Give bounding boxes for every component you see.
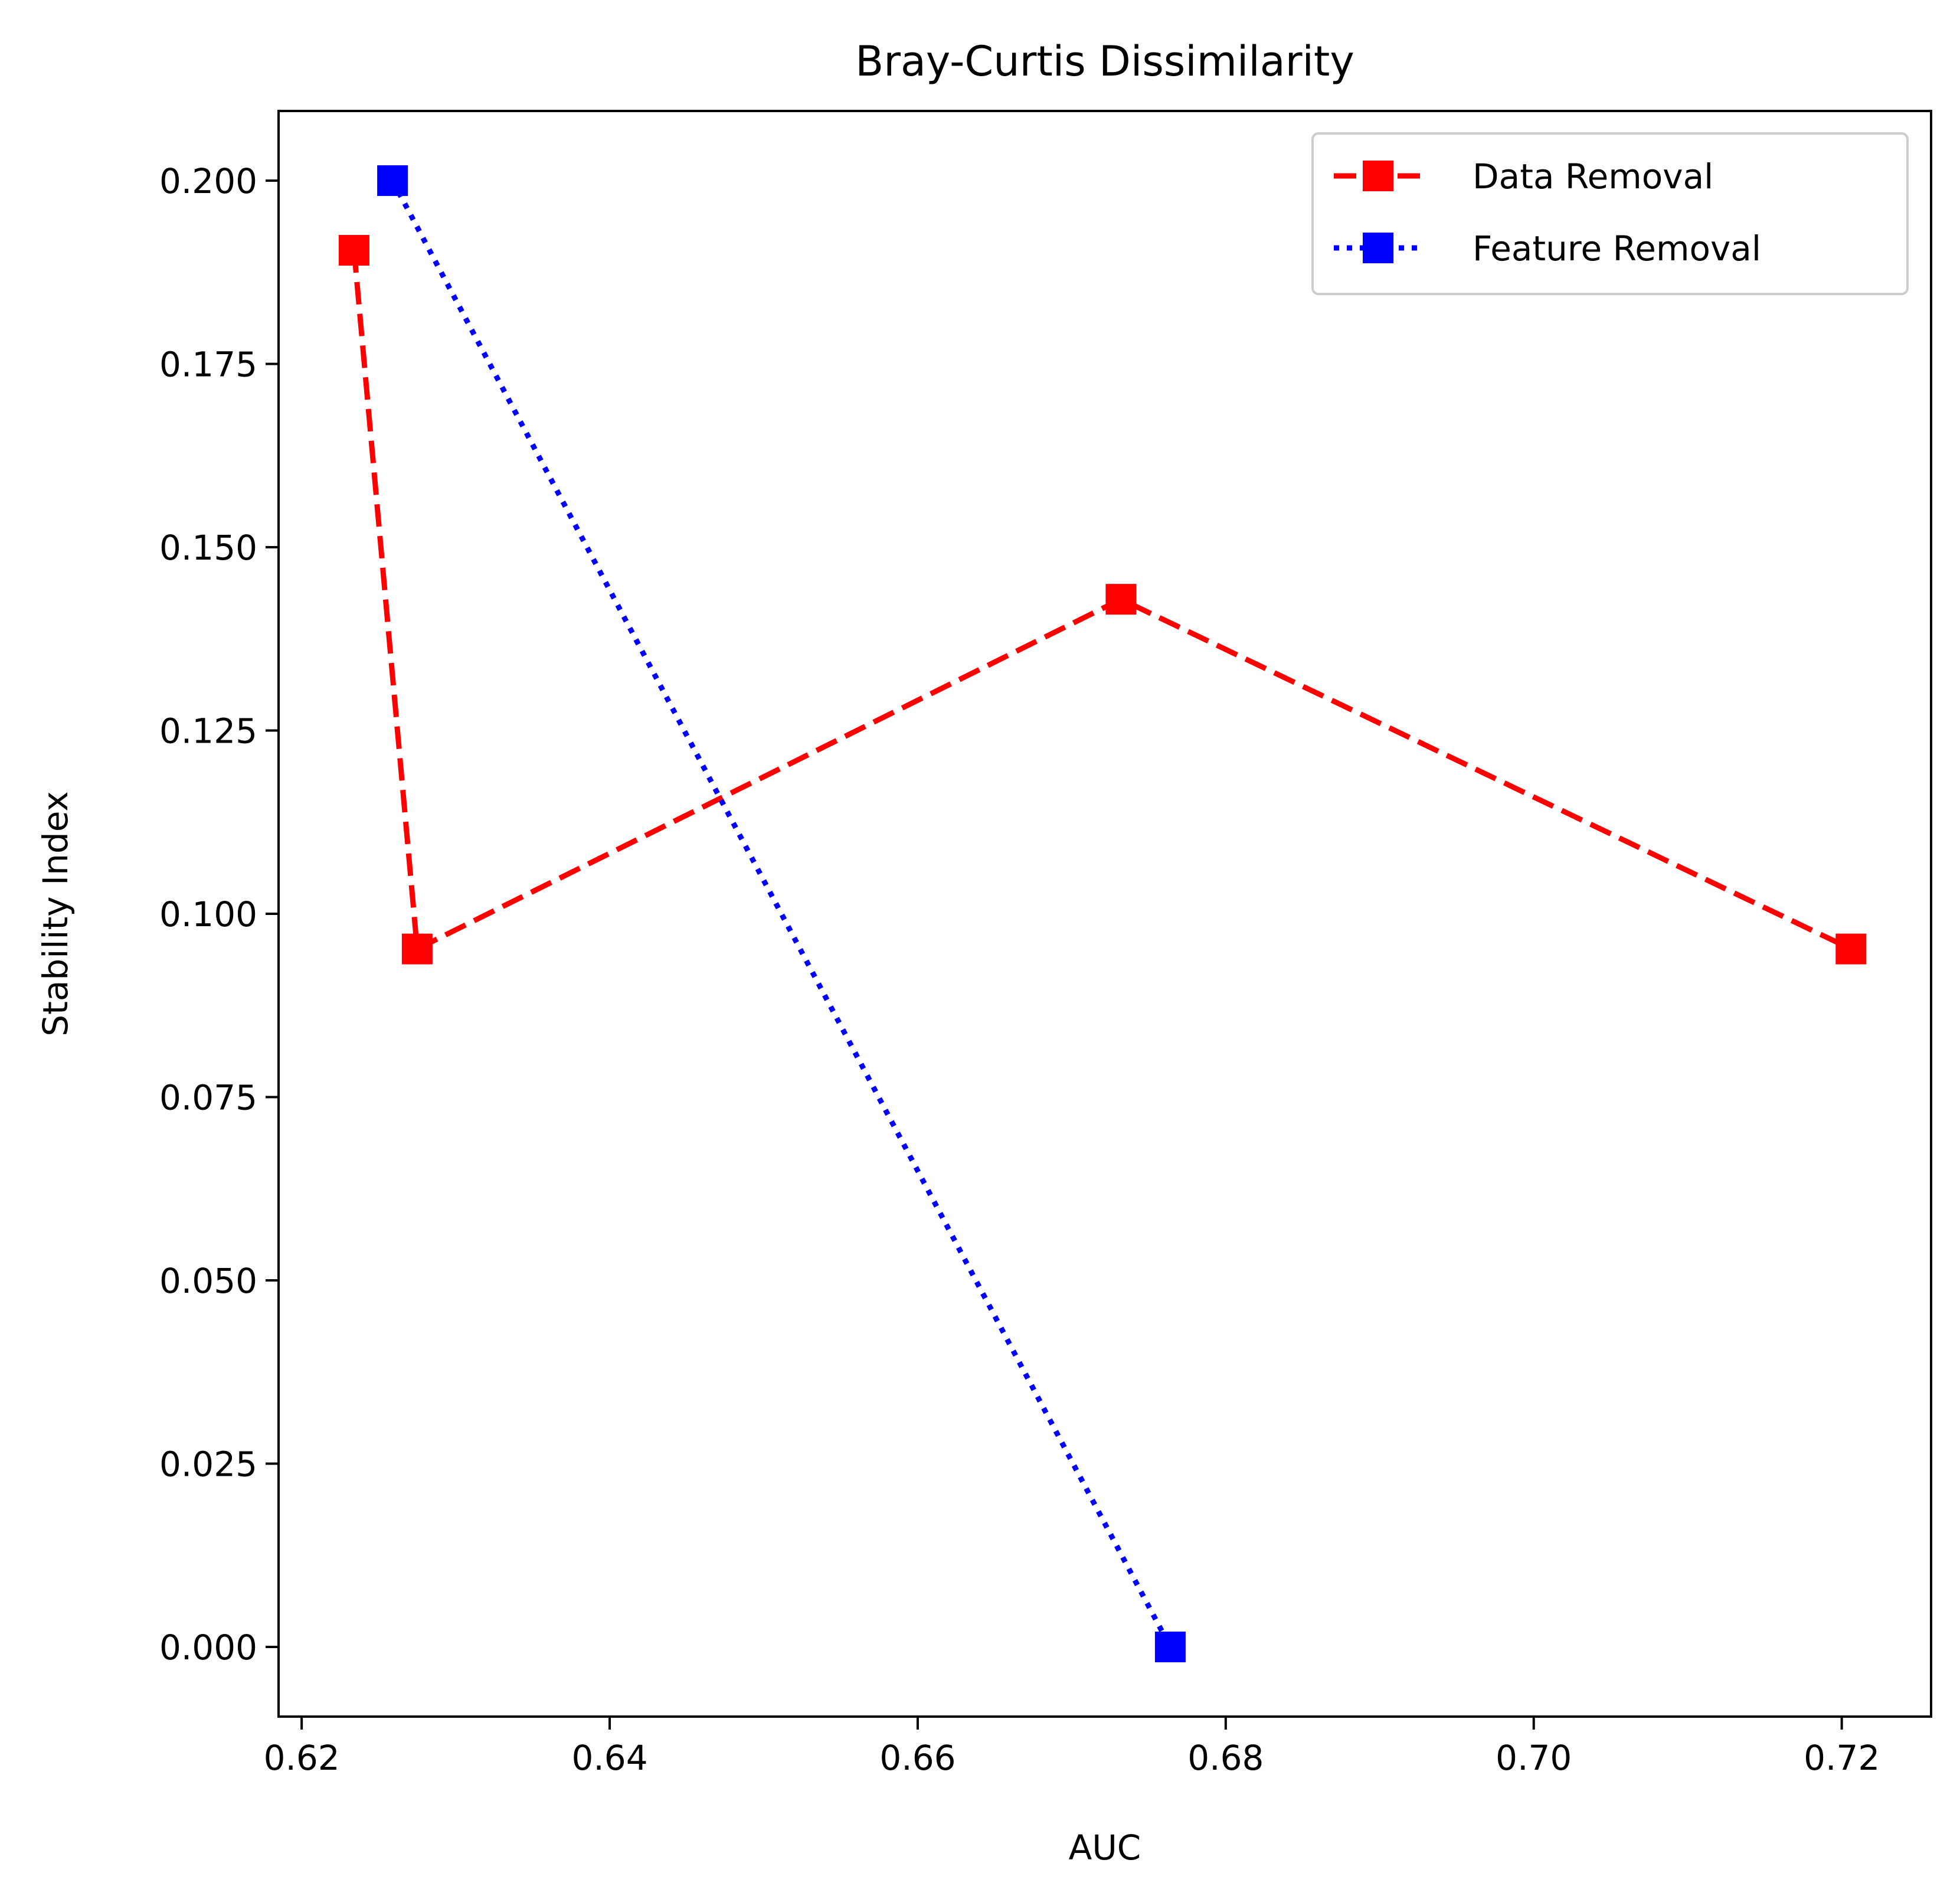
legend-label-feature-removal: Feature Removal (1473, 228, 1761, 269)
plot-area (279, 111, 1931, 1717)
legend-marker-data-removal (1363, 161, 1393, 191)
x-tick-label-5: 0.72 (1804, 1738, 1880, 1778)
legend-marker-feature-removal (1363, 233, 1393, 263)
x-tick-label-1: 0.64 (571, 1738, 647, 1778)
data-point-data-removal-3 (1835, 933, 1867, 965)
x-axis: 0.62 0.64 0.66 0.68 0.70 0.72 (264, 1717, 1880, 1778)
y-tick-label-5: 0.125 (159, 711, 257, 751)
y-tick-label-7: 0.175 (159, 344, 257, 384)
data-point-data-removal-1 (401, 933, 433, 965)
x-tick-label-4: 0.70 (1496, 1738, 1572, 1778)
legend-frame (1311, 132, 1909, 295)
series-feature-removal (377, 165, 1186, 1663)
series-layer (338, 165, 1867, 1663)
data-point-data-removal-2 (1105, 584, 1137, 615)
y-tick-label-3: 0.075 (159, 1078, 257, 1118)
y-axis: 0.000 0.025 0.050 0.075 0.100 0.125 0.150 0.175… (159, 161, 279, 1668)
y-tick-label-1: 0.025 (159, 1444, 257, 1485)
y-tick-label-2: 0.050 (159, 1261, 257, 1301)
x-tick-label-3: 0.68 (1187, 1738, 1264, 1778)
chart-title: Bray-Curtis Dissimilarity (855, 37, 1354, 86)
data-point-feature-removal-0 (377, 165, 408, 196)
y-tick-label-6: 0.150 (159, 528, 257, 568)
series-line-feature-removal (390, 179, 1173, 1649)
x-tick-label-0: 0.62 (264, 1738, 340, 1778)
y-tick-label-0: 0.000 (159, 1627, 257, 1668)
legend-label-data-removal: Data Removal (1473, 156, 1713, 197)
y-tick-label-8: 0.200 (159, 161, 257, 201)
series-line-data-removal (351, 250, 1853, 953)
x-axis-label: AUC (1069, 1828, 1141, 1868)
data-point-feature-removal-1 (1154, 1632, 1186, 1663)
y-tick-label-4: 0.100 (159, 894, 257, 934)
legend: Data Removal Feature Removal (1311, 132, 1909, 295)
y-axis-label: Stability Index (35, 791, 76, 1036)
series-data-removal (338, 234, 1867, 965)
data-point-data-removal-0 (338, 234, 369, 266)
x-tick-label-2: 0.66 (879, 1738, 956, 1778)
